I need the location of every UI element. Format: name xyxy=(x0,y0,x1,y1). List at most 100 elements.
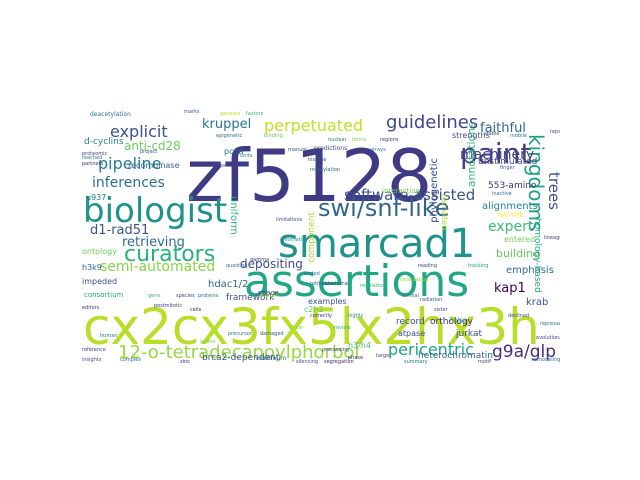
word-cloud-word: maximum xyxy=(256,355,287,362)
word-cloud-word: regions xyxy=(380,137,399,143)
word-cloud-word: limitations xyxy=(276,217,303,223)
word-cloud-word: pericentric xyxy=(388,340,474,359)
word-cloud-word: summary xyxy=(404,359,428,365)
word-cloud-word: lineage xyxy=(544,235,560,241)
word-cloud-word: postmitotic xyxy=(154,303,183,309)
word-cloud-word: cells xyxy=(190,307,202,313)
word-cloud-word: kap1 xyxy=(494,281,526,296)
word-cloud-word: predictions xyxy=(314,145,348,152)
word-cloud-word: deacetylation xyxy=(90,111,131,118)
word-cloud-word: proteins xyxy=(198,293,219,299)
word-cloud-word: heterochromatin xyxy=(418,351,493,361)
word-cloud-word: reference xyxy=(82,347,106,353)
word-cloud-word: zinc xyxy=(180,359,190,365)
word-cloud-word: retinoblastoma xyxy=(310,281,348,287)
word-cloud-word: partners xyxy=(82,161,104,167)
word-cloud-word: examples xyxy=(308,297,347,306)
word-cloud-word: finger xyxy=(500,165,515,171)
word-cloud-word: target xyxy=(376,353,392,359)
word-cloud-word: zf5128 xyxy=(186,134,433,218)
word-cloud-word: evolutionary xyxy=(536,335,560,341)
word-cloud-word: motif xyxy=(478,359,492,365)
word-cloud-word: mobile xyxy=(510,133,527,139)
word-cloud-word: trees xyxy=(545,172,560,210)
word-cloud-word: anti-cd28 xyxy=(124,139,181,153)
word-cloud-word: retrieving xyxy=(122,235,185,250)
word-cloud-word: interaction xyxy=(382,187,420,195)
word-cloud-word: brca2-dependent xyxy=(202,353,280,363)
word-cloud-word: h3k9 xyxy=(82,263,102,272)
word-cloud-word: record xyxy=(396,317,425,327)
word-cloud-word: proteomic xyxy=(82,151,108,157)
word-cloud-word: impeded xyxy=(82,277,118,286)
word-cloud-word: sister xyxy=(434,307,448,313)
word-cloud-word: consortium xyxy=(84,291,124,299)
word-cloud-word: tracking xyxy=(468,263,489,269)
word-cloud-word: uniform xyxy=(228,196,239,235)
word-cloud-word: gene xyxy=(148,293,161,299)
word-cloud-word: recombinase xyxy=(128,161,180,170)
word-cloud-word: stable xyxy=(484,131,500,137)
word-cloud-word: remodeling xyxy=(532,357,560,363)
word-cloud-word: highly xyxy=(348,313,364,319)
word-cloud-word: explicit xyxy=(110,122,168,141)
word-cloud-word: biologist xyxy=(83,191,228,231)
word-cloud-word: editors xyxy=(82,305,100,311)
word-cloud-word: semi-automated xyxy=(100,259,216,275)
word-cloud-word: binding xyxy=(264,133,283,139)
word-cloud-word: c2h2 xyxy=(304,305,324,314)
word-cloud-word: homology-based xyxy=(532,218,542,293)
word-cloud-word: h/c-link xyxy=(498,211,524,219)
word-cloud-word: amino xyxy=(200,339,216,345)
word-cloud-word: cx2cx3fx5lx2hx3h xyxy=(83,298,540,356)
word-cloud-word: units xyxy=(240,153,253,159)
word-cloud-word: repair xyxy=(550,129,560,135)
word-cloud-word: emphasis xyxy=(506,265,554,276)
word-cloud-word: chromatin xyxy=(280,237,306,243)
word-cloud-word: animal xyxy=(402,293,419,299)
word-cloud-word: entered xyxy=(504,235,536,244)
word-cloud-word: silencing xyxy=(296,359,319,365)
word-cloud-word: genome xyxy=(220,111,241,117)
word-cloud-word: curators xyxy=(124,242,216,267)
word-cloud-word: framework xyxy=(226,293,275,303)
word-cloud-word: kruppel xyxy=(202,117,252,132)
word-cloud-word: recruited xyxy=(440,194,449,231)
word-cloud-word: unstimulated xyxy=(478,157,538,167)
word-cloud-word: domain xyxy=(260,293,279,299)
word-cloud-word: species xyxy=(176,293,195,299)
word-cloud-word: pcna xyxy=(224,147,244,156)
word-cloud-word: atpase xyxy=(398,329,426,338)
word-cloud-word: project xyxy=(140,149,158,155)
word-cloud-word: expert xyxy=(488,219,534,235)
word-cloud-word: phase xyxy=(348,355,364,361)
word-cloud-word: g9a/glp xyxy=(492,342,557,362)
word-cloud-word: segregation xyxy=(324,359,354,365)
word-cloud-word: kingdoms xyxy=(524,134,548,232)
word-cloud-word: processing xyxy=(322,347,349,353)
word-cloud-word: methylation xyxy=(310,167,341,173)
word-cloud-word: gamma xyxy=(250,257,270,263)
word-cloud-word: declined xyxy=(508,313,530,319)
word-cloud-word: guidelines xyxy=(386,112,479,133)
word-cloud-word: phylogenetic xyxy=(429,158,440,223)
word-cloud-word: cycle xyxy=(290,325,303,331)
word-cloud-word: depositing xyxy=(240,257,303,271)
word-cloud-word: helps xyxy=(450,317,467,324)
word-cloud-word: h3/h4 xyxy=(348,341,372,350)
word-cloud-word: software-assisted xyxy=(344,186,476,204)
word-cloud-word: localization xyxy=(400,277,429,283)
word-cloud-word: factors xyxy=(246,111,264,117)
word-cloud-word: reached xyxy=(82,155,103,161)
word-cloud-word: building xyxy=(496,247,541,260)
word-cloud-word: machinery xyxy=(460,147,535,163)
word-cloud-word: nuclear xyxy=(328,137,347,143)
word-cloud-word: alignments xyxy=(482,201,538,212)
word-cloud-panel: zf5128 cx2cx3fx5lx2hx3h assertions smarc… xyxy=(80,108,560,368)
word-cloud-word: ontology xyxy=(82,247,117,256)
word-cloud-word: krab xyxy=(526,297,549,308)
word-cloud-word: paint xyxy=(460,137,532,170)
word-cloud-word: space xyxy=(258,289,279,297)
word-cloud-word: marks xyxy=(184,109,200,115)
